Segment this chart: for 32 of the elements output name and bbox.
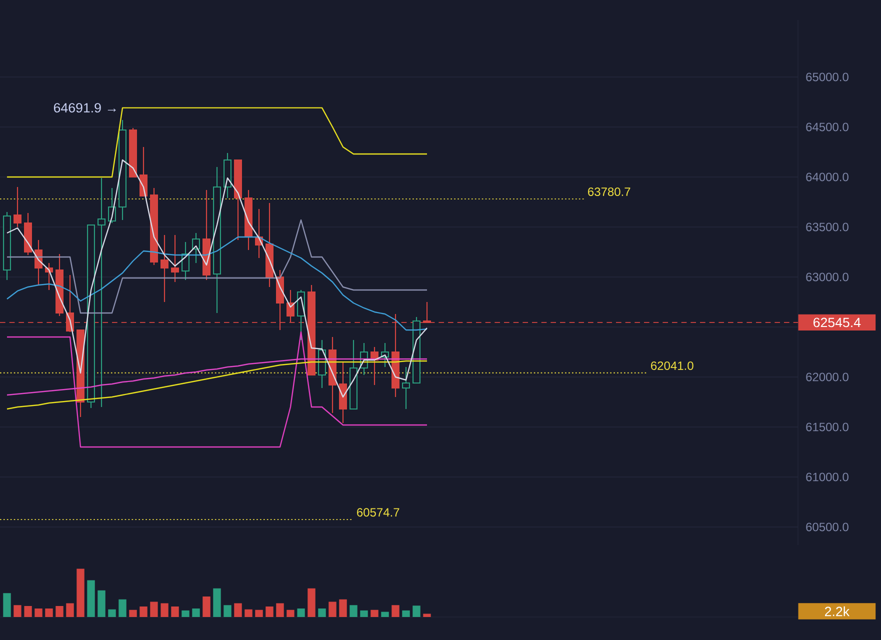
ref-line-label: 62545.4 (814, 318, 861, 328)
bar (87, 580, 95, 617)
text: 2.2k (825, 606, 850, 616)
bar (224, 605, 232, 617)
ref-line-label: 63780.7 (588, 187, 630, 196)
y-tick-label: 62000.0 (806, 372, 848, 382)
candlestick (402, 366, 410, 410)
y-tick-label: 63500.0 (806, 222, 848, 232)
bar (14, 605, 22, 617)
candlestick (192, 232, 200, 264)
bar (192, 608, 200, 617)
annotation: 64691.9 → (54, 103, 116, 113)
line-series (6, 159, 428, 398)
candlestick (98, 177, 106, 408)
bar (328, 602, 336, 617)
candlestick (14, 186, 22, 228)
bar (297, 608, 305, 617)
y-tick-label: 61000.0 (806, 472, 848, 482)
y-tick-label: 64000.0 (806, 172, 848, 182)
bar (423, 614, 431, 617)
bar (360, 610, 368, 617)
candlestick (171, 234, 179, 283)
bar (392, 605, 400, 617)
y-tick-label: 60500.0 (806, 522, 848, 532)
ref-line-label: 60574.7 (357, 508, 400, 517)
y-tick-label: 65000.0 (806, 72, 848, 82)
y-tick-label: 61500.0 (806, 422, 848, 432)
bar (150, 602, 158, 617)
ref-line-label: 62041.0 (651, 361, 694, 370)
candlestick (160, 234, 169, 303)
y-tick-label: 63000.0 (806, 272, 848, 282)
y-tick-label: 64500.0 (806, 122, 848, 132)
